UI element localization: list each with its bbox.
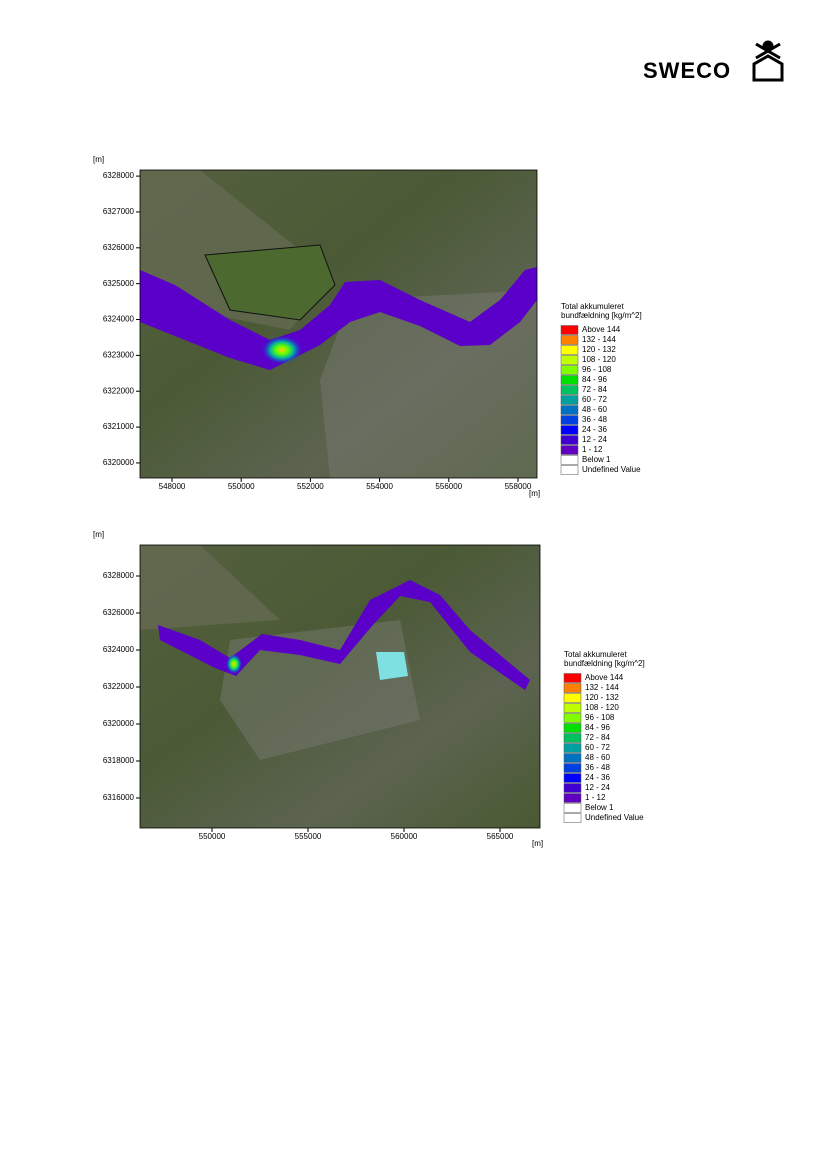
legend-swatch: [563, 703, 582, 713]
legend-label: 60 - 72: [585, 743, 610, 752]
legend-swatch: [560, 325, 579, 335]
legend-swatch: [560, 395, 579, 405]
y-tick-label: 6320000: [103, 719, 135, 728]
legend-label: 72 - 84: [585, 733, 610, 742]
x-tick-label: 565000: [487, 832, 514, 841]
legend-label: Above 144: [582, 325, 621, 334]
legend-swatch: [563, 753, 582, 763]
legend-title: Total akkumuleret: [561, 302, 624, 311]
legend-label: 132 - 144: [585, 683, 619, 692]
x-unit: [m]: [532, 839, 543, 848]
legend-swatch: [563, 733, 582, 743]
logo-icon: [752, 40, 784, 82]
legend-swatch: [560, 455, 579, 465]
legend-swatch: [560, 415, 579, 425]
y-tick-label: 6322000: [103, 682, 135, 691]
legend-label: 48 - 60: [582, 405, 607, 414]
legend-label: 84 - 96: [582, 375, 607, 384]
logo-text: SWECO: [643, 58, 731, 83]
legend-swatch: [563, 723, 582, 733]
y-tick-label: 6318000: [103, 756, 135, 765]
legend-swatch: [563, 773, 582, 783]
y-tick-label: 6328000: [103, 171, 135, 180]
y-tick-label: 6324000: [103, 315, 135, 324]
x-tick-label: 558000: [505, 482, 532, 491]
legend-label: 12 - 24: [582, 435, 607, 444]
legend-label: Above 144: [585, 673, 624, 682]
map-1: [139, 169, 538, 479]
legend-swatch: [563, 683, 582, 693]
legend-label: 36 - 48: [585, 763, 610, 772]
legend-swatch: [563, 793, 582, 803]
legend-swatch: [563, 673, 582, 683]
y-tick-label: 6323000: [103, 350, 135, 359]
x-unit: [m]: [529, 489, 540, 498]
legend-swatch: [560, 405, 579, 415]
y-tick-label: 6324000: [103, 645, 135, 654]
legend-label: Undefined Value: [585, 813, 644, 822]
legend-swatch: [560, 375, 579, 385]
legend-label: Below 1: [582, 455, 611, 464]
legend-label: 108 - 120: [582, 355, 616, 364]
legend-swatch: [563, 743, 582, 753]
legend-label: 24 - 36: [582, 425, 607, 434]
legend-swatch: [560, 465, 579, 475]
legend-label: 84 - 96: [585, 723, 610, 732]
y-unit: [m]: [93, 530, 104, 539]
legend-label: 48 - 60: [585, 753, 610, 762]
legend-label: 96 - 108: [582, 365, 612, 374]
legend-title: bundfældning [kg/m^2]: [561, 311, 642, 320]
legend-label: 1 - 12: [582, 445, 603, 454]
x-tick-label: 548000: [159, 482, 186, 491]
legend-swatch: [560, 435, 579, 445]
legend-swatch: [560, 425, 579, 435]
y-tick-label: 6327000: [103, 207, 135, 216]
x-tick-label: 554000: [366, 482, 393, 491]
x-tick-label: 550000: [199, 832, 226, 841]
map-2: [139, 544, 541, 829]
legend-label: 1 - 12: [585, 793, 606, 802]
legend-swatch: [563, 813, 582, 823]
legend-label: 96 - 108: [585, 713, 615, 722]
legend-swatch: [563, 803, 582, 813]
legend-swatch: [563, 693, 582, 703]
y-tick-label: 6325000: [103, 279, 135, 288]
x-tick-label: 555000: [295, 832, 322, 841]
y-tick-label: 6326000: [103, 608, 135, 617]
x-tick-label: 552000: [297, 482, 324, 491]
legend-swatch: [563, 783, 582, 793]
legend-label: Below 1: [585, 803, 614, 812]
y-tick-label: 6326000: [103, 243, 135, 252]
legend-label: 132 - 144: [582, 335, 616, 344]
legend-swatch: [560, 345, 579, 355]
legend-label: 60 - 72: [582, 395, 607, 404]
legend-label: 108 - 120: [585, 703, 619, 712]
y-tick-label: 6316000: [103, 793, 135, 802]
y-tick-label: 6322000: [103, 386, 135, 395]
y-unit: [m]: [93, 155, 104, 164]
legend-swatch: [560, 385, 579, 395]
y-tick-label: 6328000: [103, 571, 135, 580]
y-tick-label: 6320000: [103, 458, 135, 467]
x-tick-label: 550000: [228, 482, 255, 491]
y-tick-label: 6321000: [103, 422, 135, 431]
x-tick-label: 560000: [391, 832, 418, 841]
legend-swatch: [560, 335, 579, 345]
legend-label: 120 - 132: [582, 345, 616, 354]
legend-swatch: [563, 713, 582, 723]
legend-title: bundfældning [kg/m^2]: [564, 659, 645, 668]
legend-label: 36 - 48: [582, 415, 607, 424]
x-tick-label: 556000: [435, 482, 462, 491]
legend-label: Undefined Value: [582, 465, 641, 474]
legend-label: 12 - 24: [585, 783, 610, 792]
legend-swatch: [563, 763, 582, 773]
legend-swatch: [560, 445, 579, 455]
legend-label: 24 - 36: [585, 773, 610, 782]
legend-title: Total akkumuleret: [564, 650, 627, 659]
legend-swatch: [560, 365, 579, 375]
legend-swatch: [560, 355, 579, 365]
legend-label: 120 - 132: [585, 693, 619, 702]
legend-label: 72 - 84: [582, 385, 607, 394]
